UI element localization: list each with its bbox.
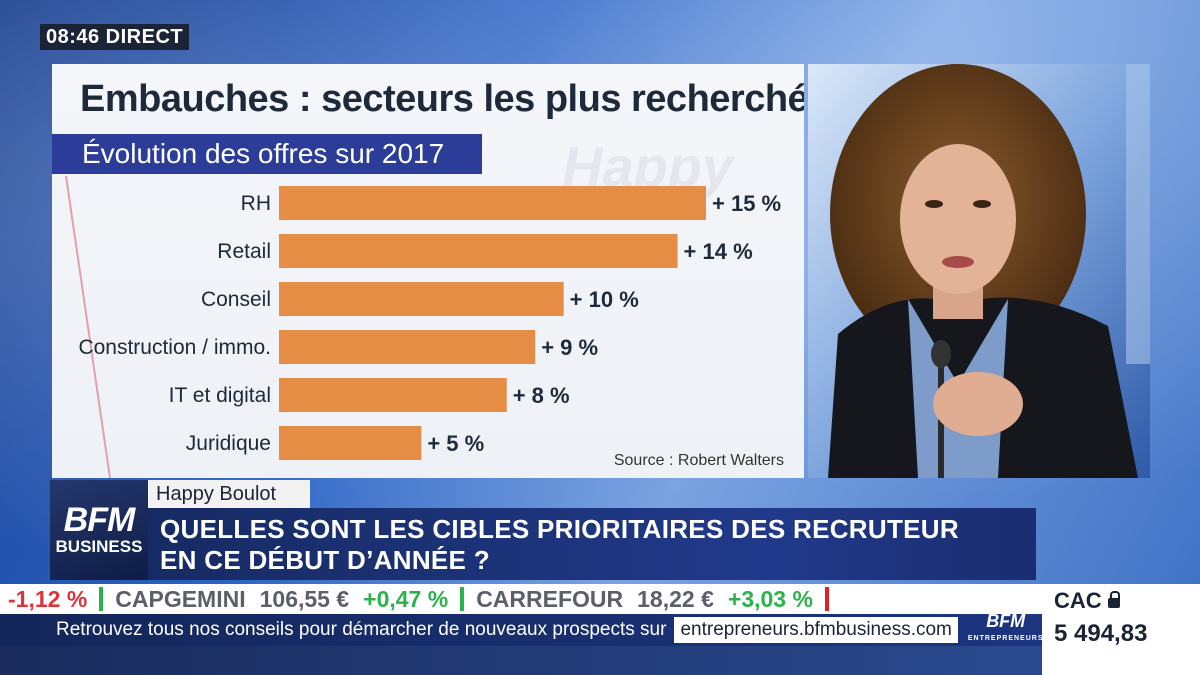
index-name-label: CAC (1054, 588, 1102, 613)
headline-bar: QUELLES SONT LES CIBLES PRIORITAIRES DES… (148, 508, 1036, 580)
value-label: + 10 % (570, 287, 639, 312)
value-label: + 5 % (427, 431, 484, 456)
index-value: 5 494,83 (1054, 620, 1148, 647)
value-label: + 15 % (712, 191, 781, 216)
channel-logo: BFM BUSINESS (50, 480, 148, 580)
ticker-separator (824, 587, 829, 611)
category-label: RH (241, 192, 271, 215)
entrepreneurs-logo-main: BFM (986, 611, 1026, 631)
bar (279, 426, 422, 460)
bar (279, 378, 507, 412)
info-url-link[interactable]: entrepreneurs.bfmbusiness.com (674, 617, 958, 643)
logo-business-text: BUSINESS (55, 537, 143, 556)
value-label: + 14 % (684, 239, 753, 264)
headline-line-1: QUELLES SONT LES CIBLES PRIORITAIRES DES… (160, 514, 959, 544)
clock-time: 08:46 (46, 25, 100, 48)
live-time-bug: 08:46 DIRECT (40, 24, 190, 50)
category-label: Retail (217, 240, 271, 263)
value-label: + 8 % (513, 383, 570, 408)
chart-panel: Happy Embauches : secteurs les plus rech… (52, 64, 804, 478)
ticker-name: CARREFOUR (476, 585, 624, 612)
chart-source: Source : Robert Walters (613, 452, 784, 469)
index-box: CAC 5 494,83 (1042, 584, 1200, 675)
category-label: Construction / immo. (78, 336, 271, 359)
entrepreneurs-logo-sub: ENTREPRENEURS (967, 635, 1044, 642)
ticker-separator (460, 587, 465, 611)
bar (279, 330, 536, 364)
bottom-strip (0, 646, 1042, 675)
ticker-change: +0,47 % (363, 585, 449, 612)
category-label: IT et digital (169, 384, 271, 407)
bfm-entrepreneurs-logo: BFM ENTREPRENEURS (968, 612, 1044, 648)
category-label: Juridique (186, 432, 271, 455)
chart-title: Embauches : secteurs les plus recherchés (80, 78, 804, 120)
program-name: Happy Boulot (148, 480, 310, 508)
stock-ticker: -1,12 % CAPGEMINI 106,55 € +0,47 % CARRE… (0, 584, 1042, 614)
ticker-name: CAPGEMINI (115, 585, 246, 612)
category-label: Conseil (201, 288, 271, 311)
decorative-line (65, 175, 111, 478)
logo-bfm-text: BFM (63, 501, 136, 539)
presenter-video (808, 64, 1150, 478)
value-label: + 9 % (541, 335, 598, 360)
live-label: DIRECT (105, 25, 184, 48)
index-name: CAC (1054, 588, 1188, 614)
bar (279, 186, 706, 220)
ticker-lead-change: -1,12 % (8, 585, 88, 612)
presenter-illustration (808, 64, 1150, 478)
chart-subtitle: Évolution des offres sur 2017 (52, 134, 482, 174)
info-text: Retrouvez tous nos conseils pour démarch… (56, 619, 667, 640)
headline-line-2: EN CE DÉBUT D’ANNÉE ? (160, 545, 490, 575)
info-bar: Retrouvez tous nos conseils pour démarch… (0, 612, 1044, 648)
bar (279, 282, 564, 316)
lock-icon (1107, 591, 1120, 608)
bar-chart: RH + 15 % Retail + 14 % Conseil + 10 % Constru… (65, 175, 781, 478)
ticker-change: +3,03 % (727, 585, 813, 612)
bar (279, 234, 678, 268)
ticker-separator (99, 587, 104, 611)
ticker-price: 106,55 € (259, 585, 350, 612)
ticker-price: 18,22 € (637, 585, 714, 612)
